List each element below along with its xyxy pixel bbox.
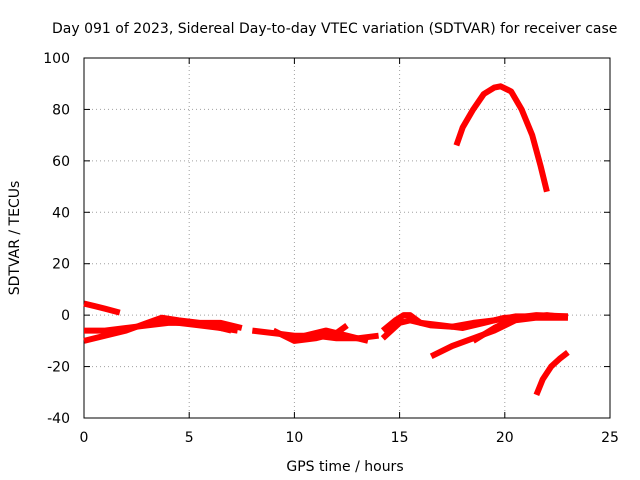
y-tick-label: 0 xyxy=(61,308,70,324)
series-arc-1 xyxy=(83,300,121,316)
series-arc-13 xyxy=(533,350,570,397)
series-arc-3 xyxy=(83,314,243,344)
plot-frame xyxy=(83,57,611,419)
y-tick-label: 80 xyxy=(52,102,70,118)
y-axis-label: SDTVAR / TECUs xyxy=(7,181,23,296)
axis-ticks: 0 5 10 15 20 25 -40 -20 0 20 40 60 80 100 xyxy=(43,51,619,446)
grid-lines xyxy=(84,58,610,418)
data-series xyxy=(83,83,570,397)
y-tick-label: -20 xyxy=(47,360,70,376)
x-tick-label: 25 xyxy=(601,430,619,446)
x-tick-label: 0 xyxy=(80,430,89,446)
y-tick-label: 100 xyxy=(43,51,70,67)
y-tick-label: 20 xyxy=(52,257,70,273)
series-arc-12 xyxy=(453,83,550,193)
x-axis-label: GPS time / hours xyxy=(286,459,403,475)
series-arc-4 xyxy=(161,317,239,334)
x-tick-label: 5 xyxy=(185,430,194,446)
x-tick-label: 15 xyxy=(391,430,409,446)
y-tick-label: 40 xyxy=(52,205,70,221)
y-tick-label: 60 xyxy=(52,154,70,170)
chart-title: Day 091 of 2023, Sidereal Day-to-day VTE… xyxy=(52,21,617,37)
series-arc-6 xyxy=(272,322,349,344)
x-tick-label: 10 xyxy=(285,430,303,446)
x-tick-label: 20 xyxy=(496,430,514,446)
y-tick-label: -40 xyxy=(47,411,70,427)
series-arc-11 xyxy=(471,312,569,344)
series-arc-7 xyxy=(304,327,369,344)
